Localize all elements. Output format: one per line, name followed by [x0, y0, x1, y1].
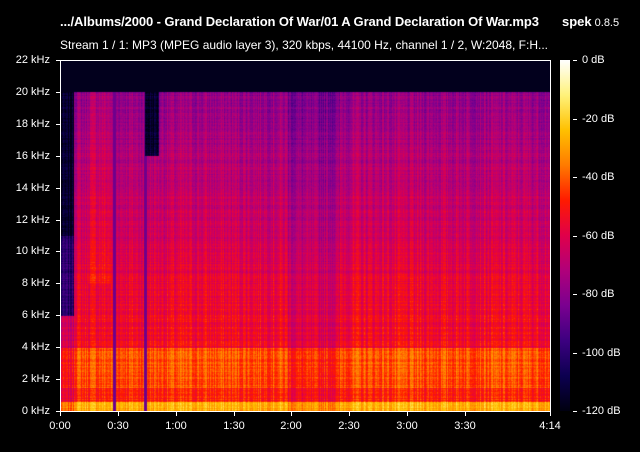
file-title: .../Albums/2000 - Grand Declaration Of W…	[60, 14, 539, 29]
colorbar-tick-label: 0 dB	[582, 54, 605, 66]
y-tick	[56, 188, 60, 189]
x-tick	[291, 412, 292, 416]
x-tick-label: 3:30	[454, 420, 476, 432]
x-tick	[118, 412, 119, 416]
x-tick-label: 0:00	[49, 420, 71, 432]
y-tick-label: 14 kHz	[15, 182, 50, 194]
y-tick-label: 2 kHz	[21, 373, 50, 385]
x-tick	[349, 412, 350, 416]
spectrogram-plot	[60, 60, 550, 411]
y-tick	[56, 411, 60, 412]
x-tick-label: 1:00	[165, 420, 187, 432]
x-tick-label: 2:00	[280, 420, 302, 432]
y-tick	[56, 92, 60, 93]
x-tick	[176, 412, 177, 416]
y-tick-label: 18 kHz	[15, 118, 50, 130]
x-tick-label: 0:30	[107, 420, 129, 432]
y-tick-label: 12 kHz	[15, 214, 50, 226]
y-tick-label: 4 kHz	[21, 341, 50, 353]
colorbar-tick	[573, 177, 577, 178]
plot-border-left	[60, 60, 61, 412]
colorbar-tick	[573, 119, 577, 120]
x-tick-label: 1:30	[223, 420, 245, 432]
colorbar	[560, 60, 570, 411]
y-tick	[56, 347, 60, 348]
x-tick-label: 4:14	[539, 420, 561, 432]
plot-border-bottom	[60, 411, 551, 412]
x-tick	[550, 412, 551, 416]
y-tick-label: 8 kHz	[21, 277, 50, 289]
y-tick-label: 10 kHz	[15, 245, 50, 257]
x-tick	[234, 412, 235, 416]
colorbar-tick	[573, 236, 577, 237]
y-tick-label: 22 kHz	[15, 54, 50, 66]
x-tick	[465, 412, 466, 416]
app-version: 0.8.5	[594, 17, 620, 29]
colorbar-tick-label: -120 dB	[582, 405, 621, 417]
y-tick	[56, 220, 60, 221]
y-tick	[56, 379, 60, 380]
y-tick-label: 16 kHz	[15, 150, 50, 162]
colorbar-tick	[573, 411, 577, 412]
plot-border-right	[550, 60, 551, 412]
x-tick-label: 3:00	[396, 420, 418, 432]
x-tick-label: 2:30	[338, 420, 360, 432]
y-tick-label: 0 kHz	[21, 405, 50, 417]
colorbar-tick-label: -80 dB	[582, 288, 615, 300]
y-tick	[56, 60, 60, 61]
app-name-label: spek	[562, 14, 592, 29]
y-tick	[56, 156, 60, 157]
y-tick-label: 6 kHz	[21, 309, 50, 321]
stream-info: Stream 1 / 1: MP3 (MPEG audio layer 3), …	[60, 38, 549, 52]
y-tick	[56, 315, 60, 316]
y-tick	[56, 251, 60, 252]
colorbar-tick-label: -40 dB	[582, 171, 615, 183]
x-tick	[407, 412, 408, 416]
colorbar-tick	[573, 353, 577, 354]
y-tick	[56, 283, 60, 284]
app-name: spek 0.8.5	[562, 14, 619, 29]
plot-border-top	[60, 60, 551, 61]
y-tick-label: 20 kHz	[15, 86, 50, 98]
colorbar-tick	[573, 60, 577, 61]
colorbar-tick	[573, 294, 577, 295]
colorbar-tick-label: -20 dB	[582, 113, 615, 125]
colorbar-tick-label: -100 dB	[582, 347, 621, 359]
colorbar-tick-label: -60 dB	[582, 230, 615, 242]
y-tick	[56, 124, 60, 125]
x-tick	[60, 412, 61, 416]
spectrogram-canvas	[60, 60, 550, 411]
